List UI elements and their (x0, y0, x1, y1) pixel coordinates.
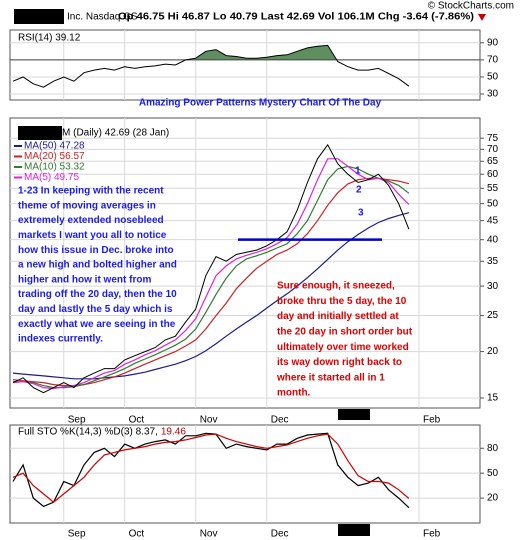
y-tick-label: 30 (487, 281, 499, 292)
x-tick-label: Feb (423, 415, 441, 426)
chart-title: Amazing Power Patterns Mystery Chart Of … (139, 98, 382, 109)
y-tick-label: 60 (487, 169, 499, 180)
x-tick-label: Oct (129, 529, 145, 540)
note-left: how this issue in Dec. broke into (18, 245, 174, 256)
note-right: broke thru the 5 day, the 10 (277, 296, 407, 307)
quote: Op 46.75 Hi 46.87 Lo 40.79 Last 42.69 Vo… (118, 12, 474, 23)
note-left: indexes currently. (18, 334, 103, 345)
security-name: Inc. Nasdaq GS (67, 12, 138, 23)
y-tick-label: 30 (487, 89, 499, 100)
y-tick-label: 65 (487, 156, 499, 167)
legend-label: MA(20) 56.57 (24, 151, 85, 162)
x-tick-label: Nov (200, 415, 218, 426)
note-left: a new high and bolted higher and (18, 260, 177, 271)
y-tick-label: 55 (487, 183, 499, 194)
x-tick-label: Nov (200, 529, 218, 540)
panel-label: Full STO %K(14,3) %D(3) 8.37, (18, 427, 158, 438)
y-tick-label: 90 (487, 37, 499, 48)
y-tick-label: 25 (487, 310, 499, 321)
note-left: markets I want you all to notice (18, 230, 167, 241)
y-tick-label: 80 (487, 443, 499, 454)
wave-marker: 1 (355, 166, 361, 177)
overbought-shade (13, 45, 409, 60)
x-tick-label: Sep (68, 529, 86, 540)
note-left: exactly what we are seeing in the (18, 319, 176, 330)
note-left: day and lastly the 5 day which is (18, 304, 173, 315)
series-line (12, 212, 410, 380)
y-tick-label: 50 (487, 72, 499, 83)
x-tick-label: Dec (271, 529, 289, 540)
panel-label-value: 19.46 (161, 427, 186, 438)
x-tick-label: Oct (129, 415, 145, 426)
x-tick-label: Sep (68, 415, 86, 426)
note-right: the 20 day in short order but (277, 327, 413, 338)
note-left: extremely extended nosebleed (18, 215, 164, 226)
x-tick-label: Dec (271, 415, 289, 426)
series-line (12, 158, 410, 390)
note-right: ultimately over time worked (277, 342, 409, 353)
wave-marker: 3 (358, 208, 364, 219)
y-tick-label: 75 (487, 133, 499, 144)
wave-marker: 2 (356, 185, 362, 196)
note-left: trading off the 20 day, then the 10 (18, 289, 177, 300)
note-left: higher and how it went from (18, 274, 151, 285)
y-tick-label: 20 (487, 493, 499, 504)
source: © StockCharts.com (428, 1, 514, 12)
panel-label: M (Daily) 42.69 (28 Jan) (62, 128, 169, 139)
redaction (338, 409, 370, 420)
redaction (18, 126, 62, 140)
note-right: month. (277, 388, 311, 399)
note-right: where it started all in 1 (276, 372, 385, 383)
panel-label: RSI(14) 39.12 (18, 33, 81, 44)
x-tick-label: Feb (423, 529, 441, 540)
legend-label: MA(10) 53.32 (24, 162, 85, 173)
y-tick-label: 50 (487, 468, 499, 479)
price-line (12, 143, 410, 394)
y-tick-label: 15 (487, 393, 499, 404)
legend-label: MA(5) 49.75 (24, 172, 79, 183)
legend-label: MA(50) 47.28 (24, 141, 85, 152)
redaction (338, 524, 370, 536)
y-tick-label: 70 (487, 144, 499, 155)
redaction (14, 9, 64, 24)
series-line (13, 165, 410, 389)
y-tick-label: 40 (487, 234, 499, 245)
y-tick-label: 45 (487, 215, 499, 226)
price-line (12, 44, 410, 88)
series-line (12, 432, 410, 509)
note-right: its way down right back to (277, 357, 402, 368)
panel (9, 117, 481, 409)
down-arrow (478, 14, 486, 21)
note-left: 1-23 In keeping with the recent (18, 186, 164, 197)
panel (9, 424, 481, 524)
y-tick-label: 70 (487, 55, 499, 66)
y-tick-label: 35 (487, 256, 499, 267)
note-left: theme of moving averages in (18, 200, 156, 211)
series-line (12, 433, 410, 503)
y-tick-label: 20 (487, 346, 499, 357)
y-tick-label: 50 (487, 198, 499, 209)
panel (9, 29, 481, 101)
note-right: day and initially settled at (277, 311, 399, 322)
note-right: Sure enough, it sneezed, (277, 281, 395, 292)
